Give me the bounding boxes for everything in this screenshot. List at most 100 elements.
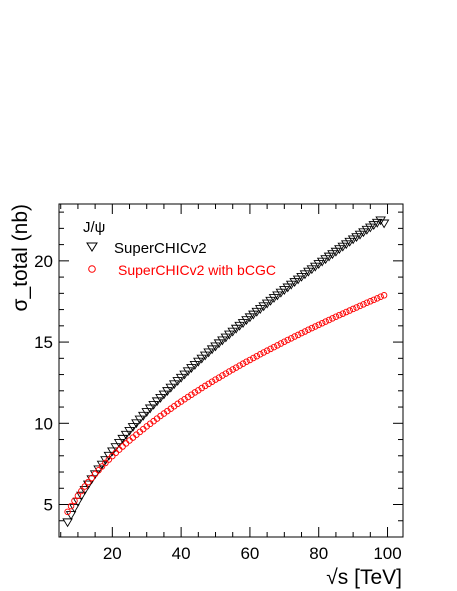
series-layer — [62, 216, 390, 528]
data-point — [210, 342, 221, 352]
y-tick-label: 5 — [44, 496, 53, 515]
legend-marker-superchicv2-bcgc — [88, 265, 96, 273]
data-point — [79, 486, 91, 495]
data-point — [100, 456, 111, 466]
data-point — [232, 364, 240, 371]
data-point — [84, 478, 92, 486]
data-point — [109, 452, 116, 460]
y-tick-label: 15 — [34, 333, 53, 352]
data-point — [188, 391, 195, 398]
data-point — [342, 308, 350, 316]
x-tick-label: 20 — [103, 544, 122, 563]
data-point — [234, 321, 245, 331]
data-point — [141, 408, 153, 417]
data-point — [195, 387, 202, 394]
data-point — [219, 372, 226, 379]
data-point — [179, 370, 190, 380]
data-point — [318, 319, 326, 327]
data-point — [134, 415, 146, 425]
data-point — [205, 380, 212, 388]
data-point — [71, 497, 78, 505]
data-point — [356, 302, 364, 310]
x-tick-label: 60 — [240, 544, 259, 563]
data-point — [312, 323, 319, 330]
data-point — [248, 310, 259, 320]
data-point — [237, 319, 249, 328]
data-point — [155, 394, 166, 403]
data-point — [250, 354, 257, 362]
x-axis-ticks — [60, 204, 389, 537]
data-point — [208, 378, 216, 385]
data-point — [91, 470, 99, 478]
data-point — [281, 338, 288, 345]
data-point — [377, 293, 384, 301]
data-point — [189, 361, 201, 370]
data-point — [105, 456, 113, 463]
data-point — [243, 358, 250, 365]
data-point — [212, 376, 219, 383]
data-point — [88, 474, 95, 482]
data-point — [258, 302, 269, 312]
data-point — [222, 370, 230, 377]
x-axis-tick-labels: 20 40 60 80 100 — [103, 544, 402, 563]
series-superchicv2-bcgc — [64, 292, 388, 516]
data-point — [113, 438, 125, 448]
data-point — [102, 459, 109, 467]
data-point — [272, 291, 283, 301]
x-axis-label: √s [TeV] — [326, 566, 402, 589]
data-point — [98, 463, 106, 470]
y-axis-ticks — [59, 211, 403, 538]
data-point — [256, 351, 264, 358]
data-point — [65, 511, 77, 520]
data-point — [151, 397, 163, 407]
data-point — [346, 307, 353, 314]
data-point — [336, 311, 343, 319]
data-point — [363, 299, 371, 307]
data-point — [220, 333, 232, 343]
plot-frame — [58, 203, 404, 538]
data-point — [117, 434, 128, 444]
data-point — [251, 307, 263, 317]
data-point — [78, 487, 85, 495]
data-point — [246, 356, 254, 364]
data-point — [332, 313, 340, 320]
data-point — [261, 299, 273, 309]
data-point — [308, 324, 316, 332]
data-point — [380, 292, 388, 299]
data-point — [131, 419, 142, 429]
data-point — [193, 357, 204, 367]
data-point — [165, 383, 177, 393]
legend-marker-superchicv2 — [86, 242, 98, 252]
data-point — [227, 327, 239, 337]
data-point — [291, 333, 298, 340]
data-point — [177, 398, 185, 405]
data-point — [168, 380, 180, 390]
data-point — [127, 423, 139, 432]
data-point — [95, 466, 102, 474]
data-point — [375, 216, 386, 226]
data-point — [305, 326, 312, 333]
data-point — [124, 426, 135, 436]
data-point — [120, 430, 132, 440]
data-point — [201, 382, 209, 390]
legend-entry-superchicv2-bcgc: SuperCHICv2 with bCGC — [118, 262, 276, 278]
data-point — [298, 329, 305, 337]
data-point — [301, 328, 309, 335]
legend: J/ψ SuperCHICv2 SuperCHICv2 with bCGC — [83, 219, 276, 278]
data-point — [353, 304, 360, 311]
data-point — [373, 295, 381, 302]
data-point — [182, 367, 194, 377]
data-point — [315, 321, 322, 329]
data-point — [287, 335, 295, 342]
data-point — [148, 400, 159, 410]
data-point — [191, 389, 199, 396]
data-point — [284, 336, 292, 344]
data-point — [64, 508, 71, 516]
data-point — [229, 366, 236, 373]
data-point — [81, 483, 89, 490]
data-point — [367, 298, 374, 305]
data-point — [181, 396, 188, 403]
data-point — [186, 364, 197, 373]
data-point — [126, 437, 133, 444]
